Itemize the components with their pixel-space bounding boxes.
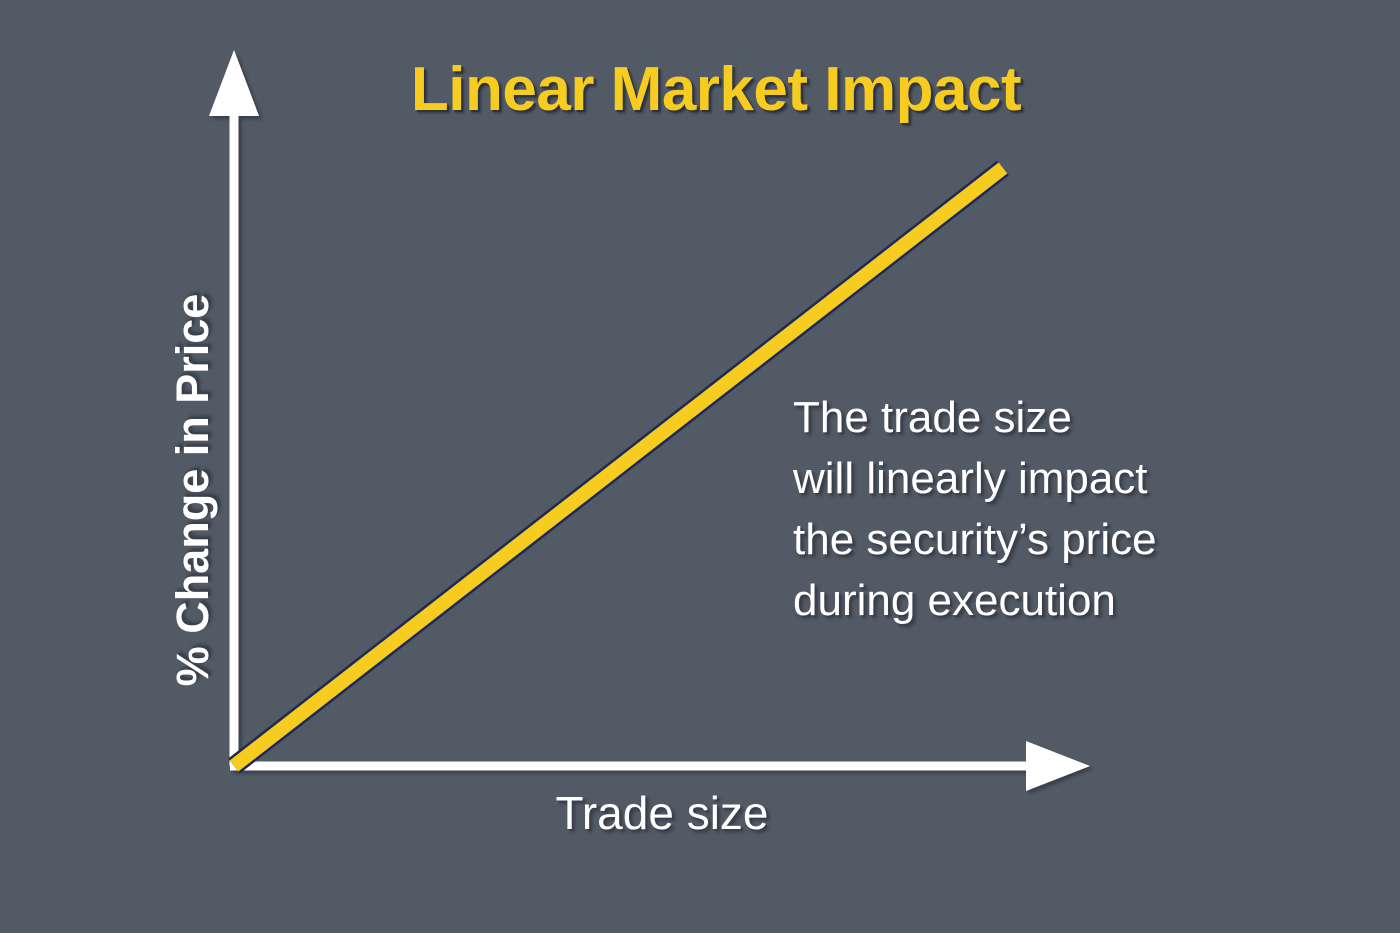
y-axis-label: % Change in Price (167, 293, 218, 687)
series-linear-market-impact (228, 160, 1009, 774)
x-axis-arrowhead-icon (1026, 741, 1090, 791)
annotation-line-3: the security’s price (793, 515, 1157, 564)
series-line (229, 162, 1008, 772)
y-axis (209, 50, 259, 766)
annotation-line-2: will linearly impact (793, 454, 1148, 503)
page-title: Linear Market Impact (410, 55, 1022, 124)
annotation-line-1: The trade size (793, 393, 1072, 442)
annotation-text: The trade size will linearly impact the … (793, 387, 1157, 631)
annotation-line-4: during execution (793, 576, 1116, 625)
x-axis-label: Trade size (555, 787, 769, 839)
x-axis (230, 741, 1090, 791)
y-axis-arrowhead-icon (209, 50, 259, 116)
